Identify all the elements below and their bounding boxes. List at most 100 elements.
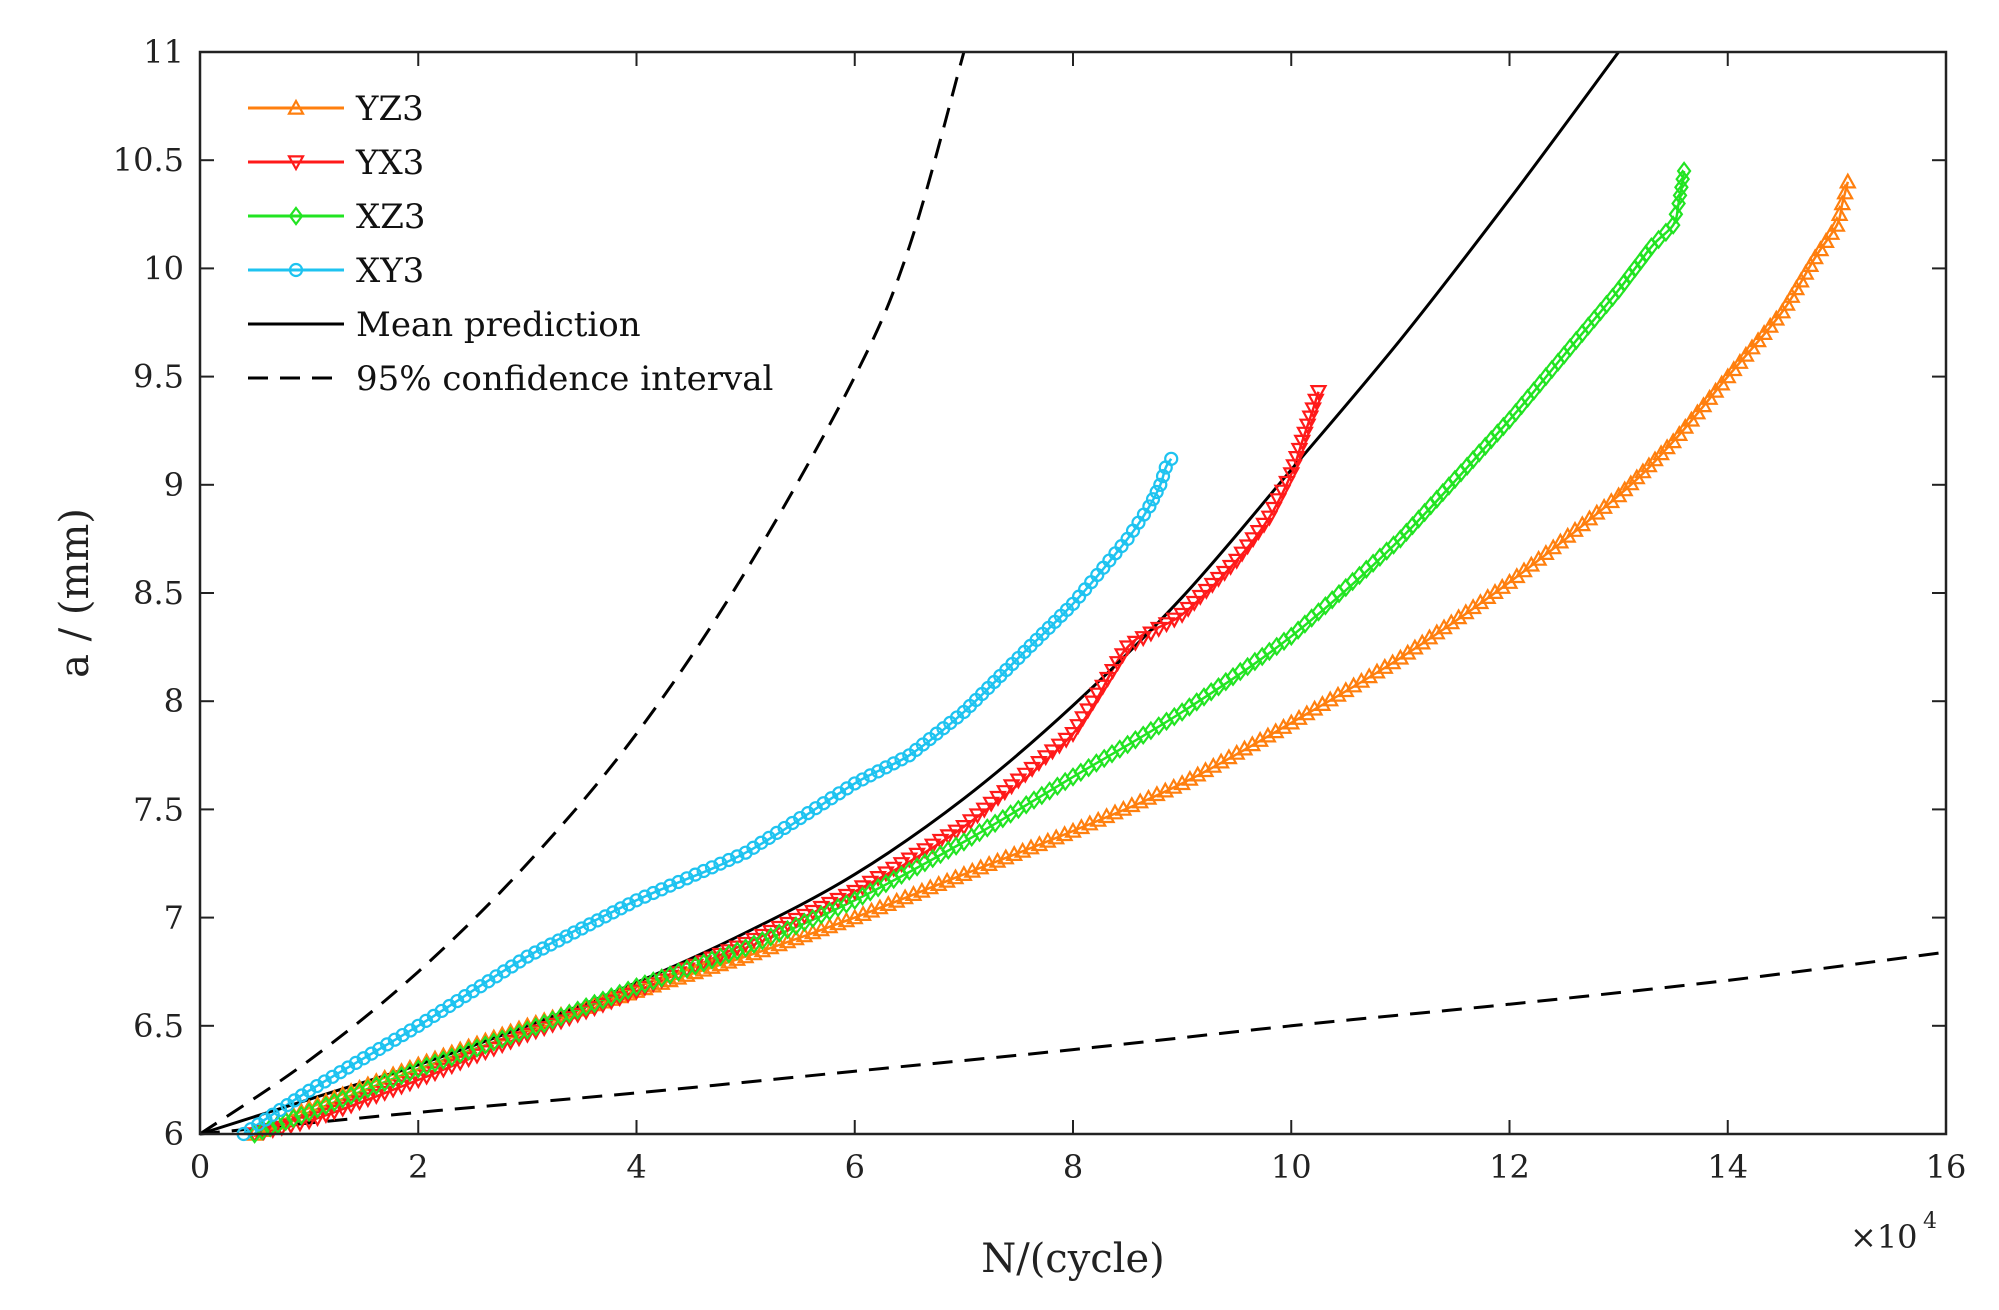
data-point-yx3 (1057, 732, 1076, 749)
legend-marker (288, 262, 304, 278)
data-point-yx3 (451, 1055, 470, 1072)
data-point-yz3 (1427, 623, 1446, 640)
data-point-yx3 (1165, 612, 1184, 629)
data-point-yx3 (392, 1079, 411, 1096)
data-point-yx3 (955, 819, 973, 836)
data-point-xy3 (1145, 492, 1161, 507)
data-point-yx3 (1043, 744, 1062, 761)
data-point-yx3 (1185, 595, 1204, 612)
data-point-yx3 (1103, 663, 1122, 680)
data-point-yz3 (1336, 681, 1355, 698)
data-point-xy3 (894, 752, 909, 767)
data-point-yx3 (947, 824, 965, 841)
data-point-xz3 (1668, 204, 1684, 225)
data-point-xz3 (629, 976, 644, 997)
data-point-yx3 (1036, 750, 1055, 767)
data-point-yx3 (877, 866, 895, 883)
legend-label: XY3 (356, 251, 424, 291)
series-line-95-confidence-interval (199, 51, 966, 1136)
x-tick-label: 2 (408, 1148, 428, 1186)
tick-labels: 0 2 4 6 8 10 12 14 16 6 6.5 7 7.5 8 8.5 9 9.5 10 10.5 11 (113, 33, 1967, 1186)
data-point-yx3 (1238, 539, 1257, 556)
data-point-xy3 (629, 893, 644, 908)
data-point-xz3 (293, 1105, 309, 1126)
x-tick-label: 6 (845, 1148, 865, 1186)
data-point-xy3 (886, 756, 901, 771)
data-point-xy3 (1155, 469, 1171, 484)
legend-label: Mean prediction (356, 305, 641, 345)
data-point-xy3 (621, 897, 636, 912)
legend: YZ3 YX3 XZ3 XY3 Mean prediction 95% confidenc… (248, 89, 773, 399)
y-tick-label: 6.5 (133, 1007, 184, 1045)
data-point-yx3 (442, 1059, 461, 1076)
data-point-yz3 (1375, 657, 1394, 674)
data-point-yz3 (1243, 735, 1262, 752)
data-point-yz3 (1391, 648, 1410, 665)
data-point-yx3 (916, 843, 934, 860)
data-point-yx3 (1098, 671, 1117, 688)
data-point-yx3 (989, 790, 1007, 807)
data-point-xy3 (847, 776, 862, 791)
data-point-yx3 (968, 808, 987, 825)
data-point-yz3 (1181, 769, 1199, 786)
data-point-yz3 (1251, 730, 1269, 747)
data-point-yx3 (861, 875, 880, 892)
data-point-yz3 (1838, 172, 1857, 189)
legend-item-mean-prediction: Mean prediction (248, 305, 641, 345)
data-point-yz3 (1290, 708, 1308, 725)
legend-label: 95% confidence interval (356, 359, 773, 399)
data-point-yz3 (1464, 598, 1482, 615)
x-tick-label: 14 (1707, 1148, 1748, 1186)
x-multiplier-exponent: 4 (1923, 1209, 1937, 1234)
data-point-yz3 (1173, 774, 1191, 791)
data-point-xy3 (574, 921, 590, 936)
data-point-yz3 (1811, 240, 1830, 257)
data-point-yx3 (975, 802, 994, 819)
data-point-yz3 (1442, 613, 1461, 630)
data-point-xy3 (606, 905, 621, 920)
data-point-yx3 (939, 829, 958, 846)
data-point-yz3 (1822, 223, 1841, 240)
data-point-xz3 (410, 1059, 426, 1079)
legend-item-95-confidence-interval: 95% confidence interval (248, 359, 773, 399)
x-tick-label: 10 (1271, 1148, 1312, 1186)
data-point-yx3 (1260, 510, 1279, 527)
data-point-yx3 (1118, 640, 1137, 657)
data-point-yz3 (1274, 717, 1293, 734)
data-point-yx3 (1209, 571, 1228, 588)
data-point-yz3 (1360, 667, 1379, 684)
data-point-yz3 (1212, 752, 1230, 769)
data-point-yx3 (1309, 385, 1328, 401)
legend-label: YZ3 (355, 89, 424, 129)
x-tick-label: 0 (190, 1148, 210, 1186)
data-point-yz3 (1435, 618, 1453, 635)
data-point-yz3 (1836, 183, 1854, 200)
legend-marker (288, 206, 304, 226)
data-point-yx3 (1269, 493, 1288, 510)
data-point-yx3 (1002, 779, 1021, 796)
data-point-yz3 (1833, 194, 1852, 211)
data-point-xz3 (270, 1114, 286, 1135)
legend-label: YX3 (355, 143, 424, 183)
data-point-yx3 (434, 1062, 453, 1079)
data-point-yx3 (1030, 755, 1048, 772)
data-point-xz3 (1676, 161, 1692, 181)
data-point-yz3 (1413, 633, 1432, 650)
data-point-yx3 (300, 1114, 318, 1131)
data-point-xy3 (637, 889, 652, 904)
data-point-yz3 (1220, 748, 1238, 765)
data-point-yz3 (1259, 726, 1277, 743)
x-tick-label: 12 (1489, 1148, 1530, 1186)
data-point-yx3 (1069, 719, 1087, 736)
data-point-xy3 (654, 882, 669, 897)
data-point-yx3 (1142, 626, 1160, 643)
data-point-yz3 (1471, 593, 1490, 610)
x-multiplier-base: ×10 (1850, 1218, 1918, 1256)
y-tick-label: 9.5 (133, 358, 184, 396)
data-point-yz3 (1235, 739, 1254, 756)
data-point-yz3 (1817, 232, 1835, 248)
data-point-yx3 (982, 796, 1001, 813)
data-point-yx3 (1079, 703, 1097, 720)
data-point-yx3 (1149, 621, 1168, 638)
data-point-yz3 (1778, 294, 1796, 311)
